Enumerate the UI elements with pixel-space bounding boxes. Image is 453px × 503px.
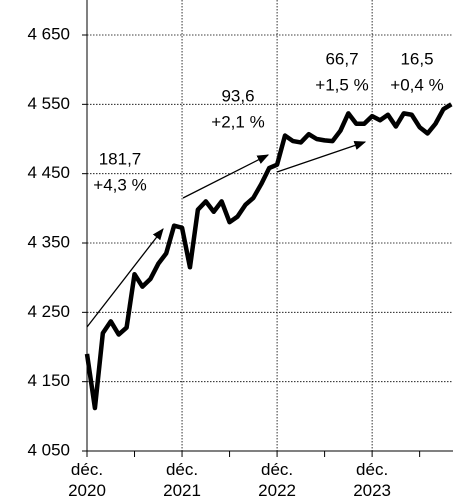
y-tick-label: 4 250	[27, 302, 70, 321]
y-tick-label: 4 350	[27, 232, 70, 251]
arrows	[86, 140, 367, 328]
x-tick-label: déc. 2020	[68, 460, 106, 500]
y-tick-label: 4 650	[27, 24, 70, 43]
x-tick-label: déc. 2021	[163, 460, 201, 500]
x-tick-label: déc. 2023	[353, 460, 392, 500]
y-tick-label: 4 150	[27, 371, 70, 390]
annotation-change: +1,5 %	[315, 75, 368, 94]
annotation-change: +0,4 %	[390, 75, 443, 94]
annotation-value: 16,5	[400, 49, 433, 68]
annotation-value: 66,7	[325, 49, 358, 68]
annotation-value: 93,6	[221, 86, 254, 105]
y-tick-label: 4 550	[27, 94, 70, 113]
y-tick-label: 4 050	[27, 440, 70, 459]
data-line	[84, 102, 453, 411]
y-tick-label: 4 450	[27, 163, 70, 182]
annotation-value: 181,7	[99, 149, 142, 168]
x-tick-label: déc. 2022	[258, 460, 296, 500]
annotation-change: +2,1 %	[211, 112, 264, 131]
annotation-change: +4,3 %	[93, 175, 146, 194]
